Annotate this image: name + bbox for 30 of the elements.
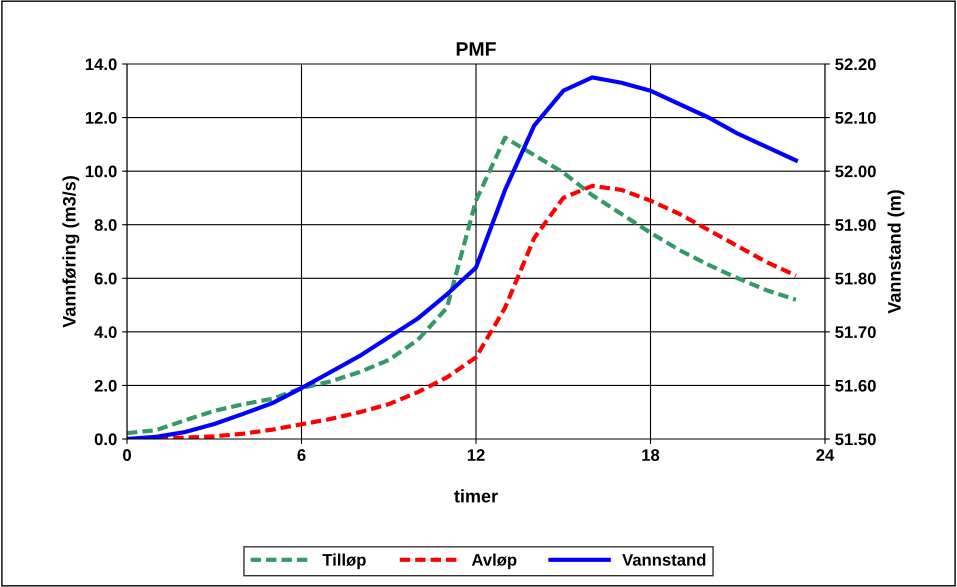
y-tick-label: 4.0: [94, 326, 117, 338]
y-axis-title: Vannføring (m3/s): [62, 176, 80, 328]
line-series: [127, 75, 798, 439]
x-tick-label: 6: [297, 449, 306, 461]
x-tick-label: 18: [642, 449, 660, 461]
chart-title: PMF: [456, 42, 496, 56]
y2-tick-label: 51.60: [835, 380, 876, 392]
y2-tick-label: 51.70: [835, 326, 876, 338]
legend-label: Avløp: [472, 554, 516, 570]
y2-tick-label: 52.00: [835, 166, 876, 178]
y2-tick-label: 51.90: [835, 219, 876, 231]
y-tick-label: 14.0: [86, 58, 117, 70]
y2-tick-label: 51.80: [835, 272, 876, 284]
x-axis-title: timer: [454, 489, 498, 503]
y-tick-label: 12.0: [86, 112, 117, 124]
x-tick-label: 24: [816, 449, 834, 461]
y2-tick-label: 51.50: [835, 433, 876, 446]
y-tick-label: 2.0: [94, 380, 117, 392]
y-tick-label: 8.0: [94, 219, 117, 231]
line-series: [127, 136, 798, 436]
y2-axis-title: Vannstand (m): [888, 190, 904, 314]
y2-tick-label: 52.20: [835, 58, 876, 70]
legend-label: Tilløp: [322, 554, 366, 570]
x-tick-label: 0: [123, 449, 131, 461]
y-tick-label: 6.0: [94, 272, 117, 284]
y-tick-label: 0.0: [94, 433, 117, 446]
y-tick-label: 10.0: [86, 166, 117, 178]
y2-tick-label: 52.10: [835, 112, 876, 124]
legend-label: Vannstand: [622, 554, 706, 566]
x-tick-label: 12: [468, 449, 485, 461]
